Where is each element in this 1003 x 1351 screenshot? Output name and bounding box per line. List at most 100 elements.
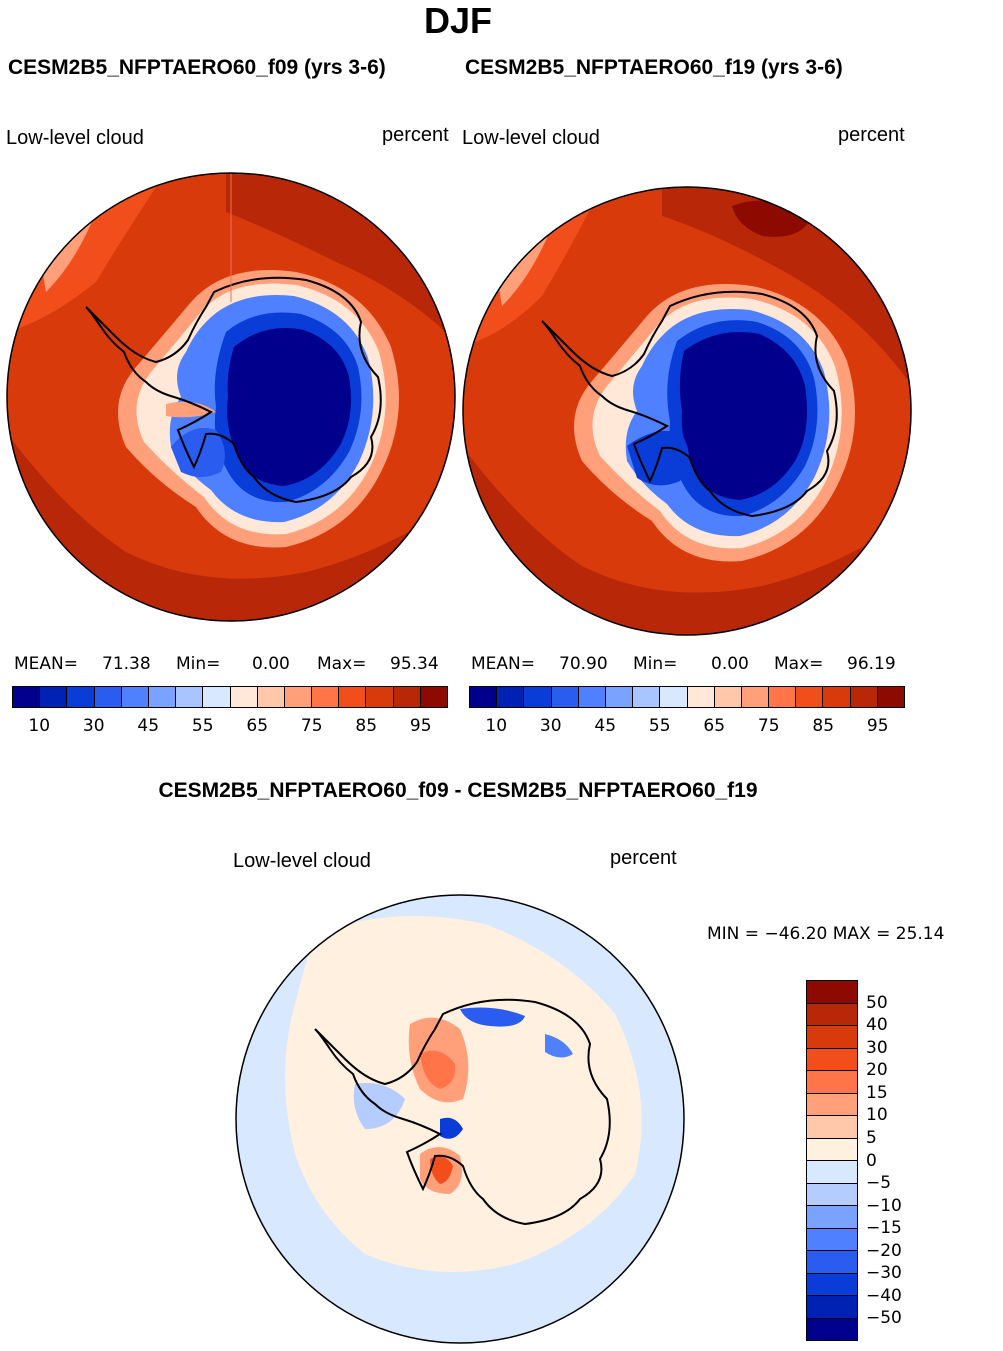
colorbar-tick-label: −5 (866, 1173, 892, 1194)
colorbar-swatch (470, 687, 498, 707)
colorbar-swatch (807, 1206, 857, 1229)
map-boundary (235, 894, 685, 1344)
colorbar-swatch (807, 1296, 857, 1319)
colorbar-swatch (633, 687, 661, 707)
antarctic-coastline (314, 998, 611, 1226)
colorbar-swatch (660, 687, 688, 707)
difference-map (235, 894, 685, 1344)
colorbar-swatch (203, 687, 231, 707)
colorbar-tick-label: −10 (866, 1195, 902, 1216)
colorbar-swatch (807, 981, 857, 1004)
difference-min-max: MIN = −46.20 MAX = 25.14 (707, 924, 945, 944)
colorbar-tick-label: 55 (648, 716, 671, 736)
colorbar-swatch (284, 687, 313, 707)
colorbar-swatch (807, 1048, 857, 1071)
colorbar-swatch (807, 1251, 857, 1274)
colorbar-tick-label: 75 (757, 716, 780, 736)
difference-units-label: percent (610, 847, 677, 869)
colorbar-swatch (524, 687, 552, 707)
positive-diff-core (420, 1050, 456, 1089)
panel-1-min-value: 0.00 (252, 654, 290, 674)
colorbar-swatch (807, 1116, 857, 1139)
panel-2-min-value: 0.00 (711, 654, 749, 674)
negative-diff-coast (460, 1007, 525, 1027)
colorbar-tick-label: 95 (866, 716, 889, 736)
colorbar-swatch (393, 687, 421, 707)
panel-1-min-label: Min= (176, 654, 221, 674)
high-cloud-band-south (7, 432, 455, 621)
panel-1-mean-value: 71.38 (102, 654, 151, 674)
figure-title: DJF (423, 0, 492, 41)
panel-1-map (6, 172, 456, 622)
panel-2-mean-value: 70.90 (559, 654, 608, 674)
panel-1-stats: MEAN= 71.38 Min= 0.00 Max= 95.34 (14, 654, 454, 676)
colorbar-swatch (420, 687, 447, 707)
panel-2-max-label: Max= (774, 654, 824, 674)
panel-1-case-title: CESM2B5_NFPTAERO60_f09 (yrs 3-6) (8, 56, 386, 79)
colorbar-swatch (807, 1071, 857, 1094)
colorbar-swatch (807, 1026, 857, 1049)
panel-2-units-label: percent (838, 124, 905, 146)
high-cloud-band-south (463, 446, 911, 635)
colorbar-swatch (741, 687, 770, 707)
colorbar-swatch (807, 1093, 857, 1116)
panel-1-max-value: 95.34 (390, 654, 439, 674)
colorbar-tick-label: −40 (866, 1285, 902, 1306)
panel-2-map (462, 186, 912, 636)
panel-2-stats: MEAN= 70.90 Min= 0.00 Max= 96.19 (471, 654, 911, 676)
antarctic-minimum-cloud (679, 332, 808, 500)
colorbar-swatch (312, 687, 340, 707)
map-boundary (6, 172, 456, 622)
colorbar-swatch (807, 1161, 857, 1184)
colorbar-swatch (605, 687, 634, 707)
panel-2-colorbar (469, 686, 905, 708)
colorbar-tick-label: 10 (485, 716, 508, 736)
colorbar-swatch (94, 687, 122, 707)
colorbar-swatch (121, 687, 149, 707)
colorbar-tick-label: 55 (191, 716, 214, 736)
panel-1-variable-label: Low-level cloud (6, 127, 144, 149)
colorbar-swatch (807, 1138, 857, 1161)
colorbar-tick-label: 20 (866, 1060, 888, 1081)
colorbar-swatch (714, 687, 742, 707)
colorbar-tick-label: 50 (866, 992, 888, 1013)
colorbar-swatch (339, 687, 367, 707)
panel-2-colorbar-labels: 10 30 45 55 65 75 85 95 (469, 716, 905, 738)
colorbar-tick-label: −50 (866, 1308, 902, 1329)
panel-2-mean-label: MEAN= (471, 654, 535, 674)
colorbar-tick-label: −20 (866, 1240, 902, 1261)
colorbar-tick-label: 30 (866, 1037, 888, 1058)
colorbar-swatch (807, 1273, 857, 1296)
negative-diff-spot (440, 1117, 463, 1139)
difference-colorbar (806, 980, 858, 1341)
colorbar-swatch (176, 687, 204, 707)
panel-1-max-label: Max= (317, 654, 367, 674)
colorbar-swatch (877, 687, 904, 707)
colorbar-tick-label: 30 (82, 716, 105, 736)
difference-title: CESM2B5_NFPTAERO60_f09 - CESM2B5_NFPTAER… (158, 779, 758, 802)
peninsula-cloud-patch (166, 401, 216, 418)
colorbar-swatch (796, 687, 824, 707)
colorbar-swatch (230, 687, 258, 707)
colorbar-tick-label: 15 (866, 1082, 888, 1103)
colorbar-swatch (13, 687, 41, 707)
negative-diff-west (353, 1083, 405, 1129)
colorbar-swatch (807, 1183, 857, 1206)
colorbar-tick-label: 5 (866, 1127, 877, 1148)
colorbar-swatch (497, 687, 525, 707)
panel-1-colorbar-labels: 10 30 45 55 65 75 85 95 (12, 716, 448, 738)
panel-2-max-value: 96.19 (847, 654, 896, 674)
colorbar-swatch (257, 687, 285, 707)
colorbar-tick-label: 95 (409, 716, 432, 736)
colorbar-tick-label: 85 (355, 716, 378, 736)
colorbar-tick-label: 45 (137, 716, 160, 736)
colorbar-swatch (366, 687, 394, 707)
panel-2-min-label: Min= (633, 654, 678, 674)
map-boundary (462, 186, 912, 636)
colorbar-swatch (807, 1318, 857, 1340)
antarctic-minimum-cloud (227, 328, 352, 486)
panel-1-mean-label: MEAN= (14, 654, 78, 674)
positive-diff-ross-core (430, 1156, 453, 1184)
colorbar-tick-label: 30 (539, 716, 562, 736)
colorbar-swatch (67, 687, 95, 707)
